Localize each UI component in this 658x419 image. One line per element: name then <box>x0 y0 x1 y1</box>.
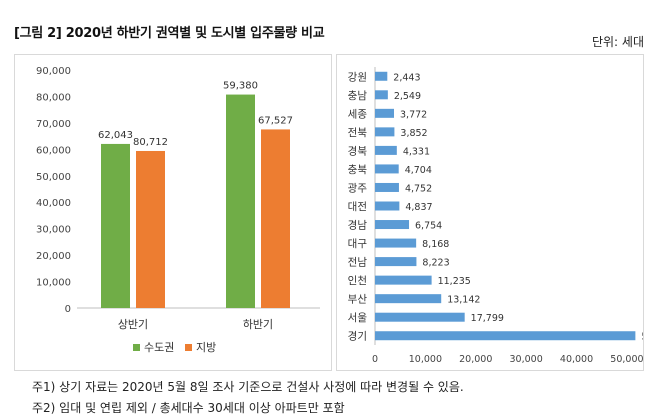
category-label: 강원 <box>348 71 367 83</box>
bar <box>136 150 165 308</box>
bar <box>101 143 130 308</box>
regional-bar-chart-panel: 0 10,000 20,000 30,000 40,000 50,000 60,000 70,… <box>14 54 332 371</box>
y-tick-label: 40,000 <box>36 198 71 209</box>
regional-bar-chart: 0 10,000 20,000 30,000 40,000 50,000 60,000 70,… <box>36 66 320 354</box>
bar <box>375 201 400 211</box>
y-tick-label: 90,000 <box>36 66 71 77</box>
y-tick-label: 50,000 <box>36 172 71 183</box>
data-label: 4,704 <box>405 165 432 176</box>
data-label: 2,549 <box>394 91 421 102</box>
category-label: 하반기 <box>243 317 273 331</box>
city-bar-chart: 강원 2,443 충남 2,549 세종 3,772 전북 3,852 경북 4,331 충북 4,7… <box>348 67 658 365</box>
bar <box>375 145 397 155</box>
category-label: 인천 <box>348 275 367 287</box>
bar <box>375 294 442 304</box>
y-tick-label: 60,000 <box>36 145 71 156</box>
x-tick-label: 0 <box>372 354 378 365</box>
category-label: 상반기 <box>118 318 148 331</box>
category-label: 전남 <box>348 257 368 269</box>
data-label: 2,443 <box>393 72 420 83</box>
data-label: 59,380 <box>223 81 258 92</box>
bar <box>375 182 399 192</box>
data-label: 3,772 <box>400 109 427 120</box>
x-tick-label: 40,000 <box>560 354 593 365</box>
bar <box>375 257 417 267</box>
category-label: 광주 <box>348 182 368 194</box>
footnote-2: 주2) 임대 및 연립 제외 / 총세대수 30세대 이상 아파트만 포함 <box>32 401 345 415</box>
bar <box>375 108 395 118</box>
x-tick-label: 50,000 <box>610 354 643 365</box>
bar <box>375 312 465 322</box>
legend-swatch <box>133 344 140 351</box>
x-tick-label: 20,000 <box>459 354 492 365</box>
bar <box>375 164 399 174</box>
data-label: 3,852 <box>400 128 427 139</box>
category-label: 경북 <box>348 144 368 157</box>
bar <box>226 94 255 308</box>
unit-label: 단위: 세대 <box>591 35 644 49</box>
city-bar-chart-panel: 강원 2,443 충남 2,549 세종 3,772 전북 3,852 경북 4,331 충북 4,7… <box>336 54 658 371</box>
bar <box>375 331 636 341</box>
legend-label: 수도권 <box>144 341 174 354</box>
category-label: 충북 <box>348 164 368 176</box>
category-label: 세종 <box>348 108 368 120</box>
data-label: 8,168 <box>422 239 449 250</box>
category-label: 대전 <box>348 201 367 213</box>
bar <box>375 127 395 137</box>
bar <box>375 220 410 230</box>
data-label: 51,678 <box>641 332 643 343</box>
category-label: 대구 <box>348 238 368 250</box>
bar <box>375 238 417 248</box>
y-tick-label: 80,000 <box>36 92 71 103</box>
y-tick-label: 70,000 <box>36 119 71 130</box>
x-tick-label: 30,000 <box>510 354 543 365</box>
data-label: 11,235 <box>438 276 471 287</box>
category-label: 서울 <box>348 312 368 324</box>
bar <box>375 71 388 81</box>
category-label: 부산 <box>348 294 368 306</box>
data-label: 8,223 <box>422 258 449 269</box>
category-label: 경기 <box>348 330 367 343</box>
y-tick-label: 10,000 <box>36 278 71 289</box>
data-label: 67,527 <box>258 115 293 126</box>
bar <box>375 275 432 285</box>
data-label: 62,043 <box>98 130 133 141</box>
category-label: 경남 <box>348 219 368 232</box>
legend-swatch <box>185 344 192 351</box>
y-tick-label: 20,000 <box>36 251 71 262</box>
data-label: 17,799 <box>471 313 504 324</box>
data-label: 4,837 <box>405 202 432 213</box>
y-tick-label: 0 <box>65 304 71 315</box>
data-label: 4,752 <box>405 183 432 194</box>
data-label: 6,754 <box>415 221 442 232</box>
data-label: 4,331 <box>403 146 430 157</box>
figure-title: [그림 2] 2020년 하반기 권역별 및 도시별 입주물량 비교 <box>14 26 325 41</box>
data-label: 13,142 <box>447 295 480 306</box>
category-label: 충남 <box>348 90 368 102</box>
data-label: 80,712 <box>133 137 168 148</box>
y-tick-label: 30,000 <box>36 225 71 236</box>
bar <box>375 90 388 100</box>
x-tick-label: 10,000 <box>409 354 442 365</box>
legend-label: 지방 <box>196 341 216 354</box>
category-label: 전북 <box>348 127 368 139</box>
bar <box>261 129 290 308</box>
footnote-1: 주1) 상기 자료는 2020년 5월 8일 조사 기준으로 건설사 사정에 따… <box>32 380 464 394</box>
